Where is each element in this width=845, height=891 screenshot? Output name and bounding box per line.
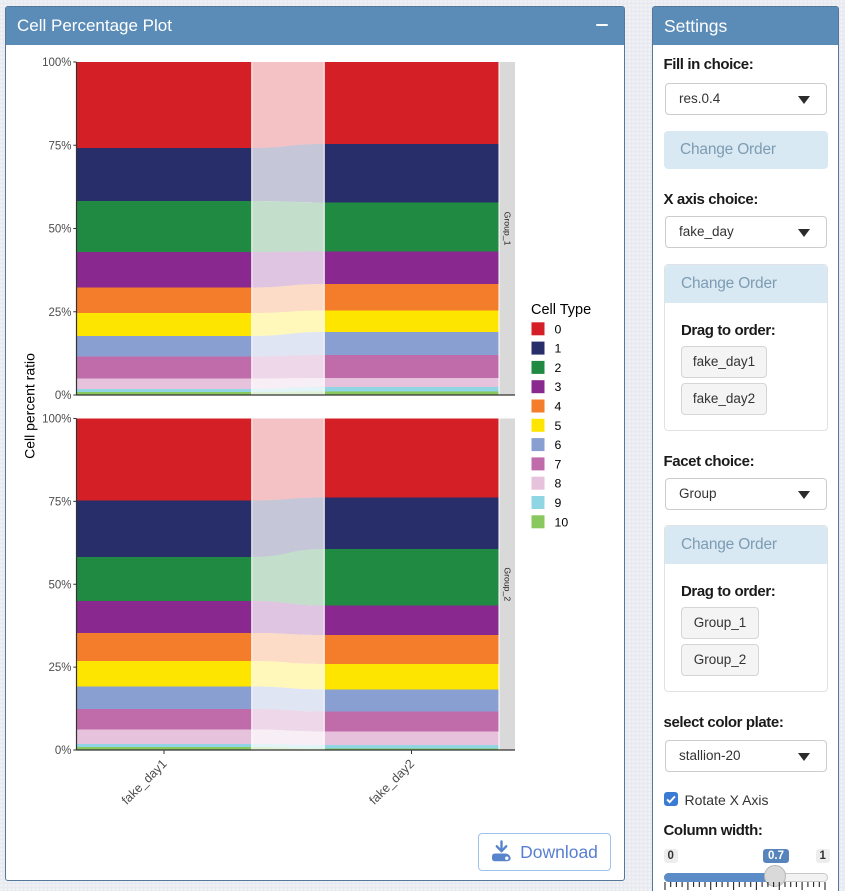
svg-text:8: 8: [554, 476, 561, 490]
svg-text:fake_day2: fake_day2: [366, 756, 417, 807]
svg-text:50%: 50%: [48, 223, 71, 235]
svg-text:Group_2: Group_2: [502, 567, 512, 601]
svg-text:Group_1: Group_1: [502, 211, 512, 245]
svg-text:9: 9: [554, 496, 561, 510]
svg-text:Cell percent ratio: Cell percent ratio: [21, 352, 37, 458]
svg-text:50%: 50%: [48, 579, 71, 591]
svg-text:100%: 100%: [42, 57, 71, 69]
svg-text:fake_day1: fake_day1: [118, 756, 169, 807]
svg-text:5: 5: [554, 418, 561, 432]
svg-text:0%: 0%: [54, 390, 71, 402]
svg-text:25%: 25%: [48, 306, 71, 318]
svg-text:2: 2: [554, 360, 561, 374]
svg-text:100%: 100%: [42, 413, 71, 425]
svg-text:0: 0: [554, 322, 561, 336]
svg-text:0%: 0%: [54, 745, 71, 757]
svg-text:6: 6: [554, 438, 561, 452]
svg-text:3: 3: [554, 380, 561, 394]
svg-text:25%: 25%: [48, 662, 71, 674]
svg-text:7: 7: [554, 457, 561, 471]
svg-text:Cell Type: Cell Type: [531, 302, 591, 318]
svg-text:75%: 75%: [48, 140, 71, 152]
svg-text:1: 1: [554, 341, 561, 355]
svg-text:4: 4: [554, 399, 561, 413]
svg-text:75%: 75%: [48, 496, 71, 508]
svg-text:10: 10: [554, 515, 568, 529]
